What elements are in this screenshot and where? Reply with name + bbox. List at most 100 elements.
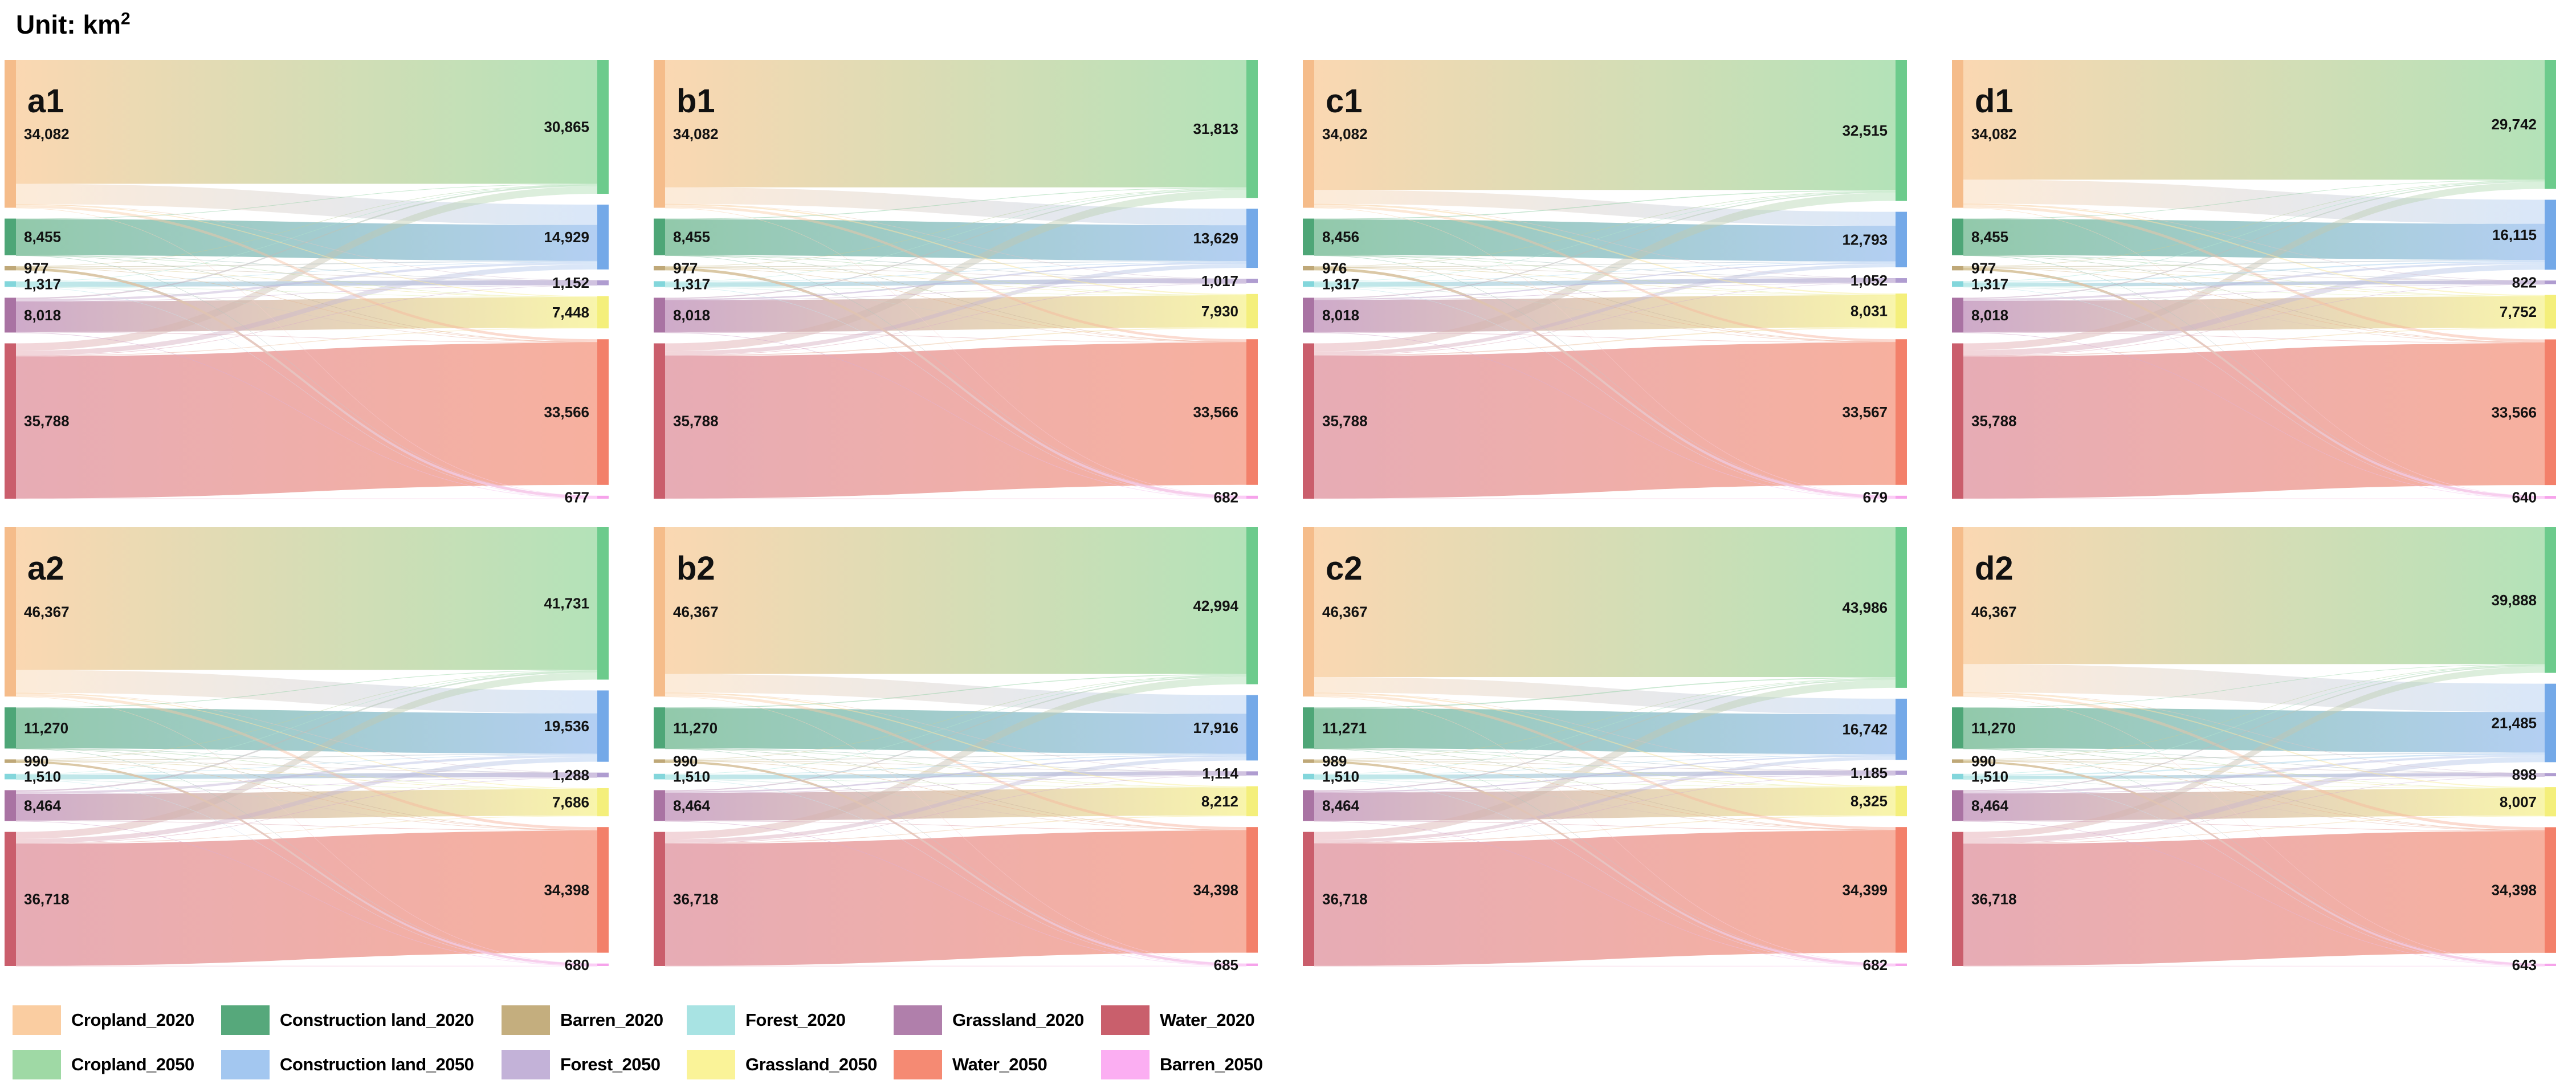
value-Cropland_2050: 32,515 bbox=[1842, 122, 1888, 139]
value-Forest_2020: 1,510 bbox=[673, 768, 710, 785]
node-Construction land_2020 bbox=[654, 218, 665, 255]
flow-Construction land_2020-to-Water_2050 bbox=[1314, 255, 1896, 343]
flow-Grassland_2020-to-Grassland_2050 bbox=[1963, 296, 2545, 332]
legend-label-Barren_2020: Barren_2020 bbox=[560, 1010, 663, 1030]
node-Grassland_2020 bbox=[654, 298, 665, 333]
flow-Barren_2020-to-Grassland_2050 bbox=[1314, 760, 1896, 788]
legend-swatch-Grassland_2050 bbox=[687, 1050, 735, 1079]
legend-label-Water_2050: Water_2050 bbox=[952, 1054, 1047, 1074]
legend-item-Grassland_2020: Grassland_2020 bbox=[894, 1005, 1084, 1036]
flow-Grassland_2020-to-Water_2050 bbox=[1314, 332, 1896, 343]
flow-Barren_2020-to-Forest_2050 bbox=[1963, 267, 2545, 282]
flow-Water_2020-to-Water_2050 bbox=[1963, 343, 2545, 499]
flow-Cropland_2020-to-Forest_2050 bbox=[1314, 692, 1896, 772]
value-Cropland_2020: 46,367 bbox=[1322, 604, 1368, 621]
flow-Water_2020-to-Grassland_2050 bbox=[1314, 815, 1896, 844]
flow-Water_2020-to-Forest_2050 bbox=[665, 775, 1246, 844]
flow-Barren_2020-to-Water_2050 bbox=[1314, 267, 1896, 343]
node-Barren_2020 bbox=[1952, 266, 1963, 271]
node-Forest_2020 bbox=[1303, 281, 1314, 287]
node-Barren_2050 bbox=[1246, 495, 1258, 499]
node-Grassland_2020 bbox=[1303, 298, 1314, 333]
flow-Construction land_2020-to-Barren_2050 bbox=[665, 748, 1246, 964]
value-Construction land_2050: 12,793 bbox=[1842, 231, 1888, 248]
value-Grassland_2020: 8,018 bbox=[1322, 307, 1359, 324]
flow-Barren_2020-to-Barren_2050 bbox=[1314, 267, 1896, 499]
value-Water_2050: 34,398 bbox=[2491, 882, 2537, 899]
flow-Forest_2020-to-Construction land_2050 bbox=[1963, 753, 2545, 776]
flow-Grassland_2020-to-Barren_2050 bbox=[665, 332, 1246, 499]
flow-Grassland_2020-to-Water_2050 bbox=[1314, 820, 1896, 831]
node-Barren_2050 bbox=[2545, 496, 2556, 499]
flow-Barren_2020-to-Water_2050 bbox=[1314, 760, 1896, 830]
flow-Grassland_2020-to-Forest_2050 bbox=[1963, 284, 2545, 301]
flow-Forest_2020-to-Water_2050 bbox=[1963, 779, 2545, 831]
flow-Construction land_2020-to-Barren_2050 bbox=[16, 748, 597, 964]
flow-Grassland_2020-to-Barren_2050 bbox=[665, 821, 1246, 967]
node-Barren_2020 bbox=[654, 266, 665, 271]
flow-Forest_2020-to-Water_2050 bbox=[665, 287, 1246, 343]
node-Cropland_2050 bbox=[1896, 60, 1907, 201]
value-Construction land_2020: 11,271 bbox=[1322, 719, 1367, 736]
flow-Construction land_2020-to-Grassland_2050 bbox=[1963, 748, 2545, 789]
flow-Barren_2020-to-Construction land_2050 bbox=[665, 260, 1246, 267]
flow-Water_2020-to-Forest_2050 bbox=[16, 285, 597, 356]
flow-Construction land_2020-to-Grassland_2050 bbox=[16, 748, 597, 790]
flow-Construction land_2020-to-Forest_2050 bbox=[1314, 748, 1896, 772]
flow-Construction land_2020-to-Grassland_2050 bbox=[1314, 255, 1896, 296]
flow-Water_2020-to-Construction land_2050 bbox=[16, 757, 597, 843]
flow-Forest_2020-to-Water_2050 bbox=[1963, 287, 2545, 343]
flow-Water_2020-to-Forest_2050 bbox=[1963, 284, 2545, 356]
flow-Barren_2020-to-Construction land_2050 bbox=[665, 753, 1246, 761]
flow-Forest_2020-to-Forest_2050 bbox=[665, 279, 1246, 287]
value-Grassland_2050: 8,007 bbox=[2500, 793, 2537, 810]
node-Construction land_2050 bbox=[597, 690, 609, 762]
flow-Water_2020-to-Barren_2050 bbox=[665, 965, 1246, 967]
flow-Cropland_2020-to-Cropland_2050 bbox=[665, 60, 1246, 188]
flow-Water_2020-to-Forest_2050 bbox=[1314, 282, 1896, 356]
value-Grassland_2050: 7,686 bbox=[552, 794, 589, 811]
flow-Forest_2020-to-Cropland_2050 bbox=[1314, 678, 1896, 775]
node-Barren_2020 bbox=[654, 759, 665, 763]
flow-Water_2020-to-Construction land_2050 bbox=[1963, 757, 2545, 843]
legend-item-Forest_2020: Forest_2020 bbox=[687, 1005, 846, 1036]
value-Construction land_2020: 8,455 bbox=[673, 229, 710, 246]
flow-Barren_2020-to-Water_2050 bbox=[1963, 760, 2545, 831]
legend-label-Grassland_2050: Grassland_2050 bbox=[745, 1054, 877, 1074]
flow-Forest_2020-to-Water_2050 bbox=[1314, 779, 1896, 831]
flow-Grassland_2020-to-Water_2050 bbox=[1963, 332, 2545, 344]
flow-Barren_2020-to-Grassland_2050 bbox=[16, 267, 597, 298]
value-Water_2050: 34,398 bbox=[1193, 881, 1238, 898]
value-Grassland_2020: 8,464 bbox=[673, 797, 711, 814]
node-Barren_2020 bbox=[1303, 266, 1314, 271]
flow-Cropland_2020-to-Cropland_2050 bbox=[1963, 60, 2545, 180]
flow-Forest_2020-to-Water_2050 bbox=[16, 779, 597, 831]
value-Forest_2020: 1,510 bbox=[1971, 768, 2008, 785]
node-Forest_2050 bbox=[1896, 771, 1907, 775]
value-Forest_2020: 1,510 bbox=[1322, 768, 1359, 785]
node-Water_2050 bbox=[1896, 827, 1907, 953]
flow-Construction land_2020-to-Grassland_2050 bbox=[1314, 748, 1896, 788]
flow-Grassland_2020-to-Forest_2050 bbox=[1963, 776, 2545, 794]
flow-Construction land_2020-to-Construction land_2050 bbox=[665, 219, 1246, 261]
value-Construction land_2020: 11,270 bbox=[1971, 719, 2016, 736]
flow-Forest_2020-to-Barren_2050 bbox=[1314, 779, 1896, 967]
legend-label-Water_2020: Water_2020 bbox=[1160, 1010, 1255, 1030]
node-Water_2050 bbox=[597, 339, 609, 485]
legend-swatch-Water_2020 bbox=[1101, 1005, 1150, 1035]
value-Construction land_2020: 8,455 bbox=[24, 229, 61, 246]
node-Water_2050 bbox=[1896, 339, 1907, 485]
node-Construction land_2020 bbox=[654, 707, 665, 749]
flow-Water_2020-to-Construction land_2050 bbox=[665, 263, 1246, 356]
node-Construction land_2020 bbox=[1303, 218, 1314, 255]
node-Barren_2020 bbox=[5, 759, 16, 763]
flow-Cropland_2020-to-Forest_2050 bbox=[16, 204, 597, 281]
node-Grassland_2050 bbox=[1246, 786, 1258, 817]
flow-Cropland_2020-to-Grassland_2050 bbox=[16, 204, 597, 298]
flow-Barren_2020-to-Cropland_2050 bbox=[1314, 678, 1896, 760]
flow-Forest_2020-to-Cropland_2050 bbox=[1314, 191, 1896, 282]
flow-Cropland_2020-to-Cropland_2050 bbox=[665, 527, 1246, 674]
flow-Cropland_2020-to-Forest_2050 bbox=[1314, 203, 1896, 279]
value-Construction land_2050: 19,536 bbox=[544, 718, 589, 735]
